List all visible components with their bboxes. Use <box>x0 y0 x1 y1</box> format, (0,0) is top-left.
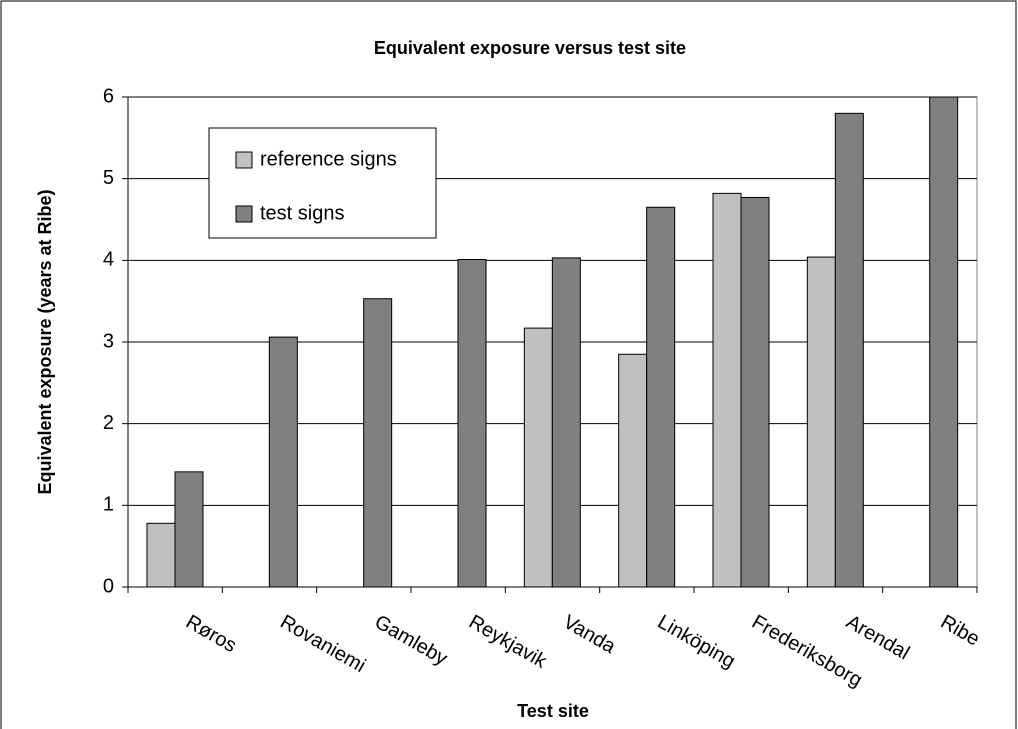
bar <box>834 112 864 588</box>
bar <box>740 196 770 588</box>
y-tick-label: 3 <box>103 330 114 352</box>
legend-swatch <box>235 151 253 169</box>
y-tick-label: 4 <box>103 249 114 271</box>
y-tick-label: 1 <box>103 494 114 516</box>
bar <box>551 257 581 588</box>
bar <box>618 353 648 588</box>
y-tick-label: 2 <box>103 412 114 434</box>
bar <box>929 96 959 588</box>
bar <box>457 259 487 588</box>
y-tick-label: 5 <box>103 167 114 189</box>
bar <box>174 471 204 588</box>
bar <box>523 327 553 588</box>
y-tick-label: 0 <box>103 575 114 597</box>
chart-title: Equivalent exposure versus test site <box>374 38 686 58</box>
legend-swatch <box>235 205 253 223</box>
y-axis-label: Equivalent exposure (years at Ribe) <box>35 189 55 494</box>
x-axis-label: Test site <box>517 701 589 721</box>
bar <box>363 298 393 588</box>
bar <box>146 522 176 588</box>
bar <box>646 206 676 588</box>
bar <box>806 256 836 588</box>
y-tick-label: 6 <box>103 85 114 107</box>
bar <box>268 336 298 588</box>
bar <box>712 192 742 588</box>
legend-label: reference signs <box>260 148 397 170</box>
legend-label: test signs <box>260 202 344 224</box>
